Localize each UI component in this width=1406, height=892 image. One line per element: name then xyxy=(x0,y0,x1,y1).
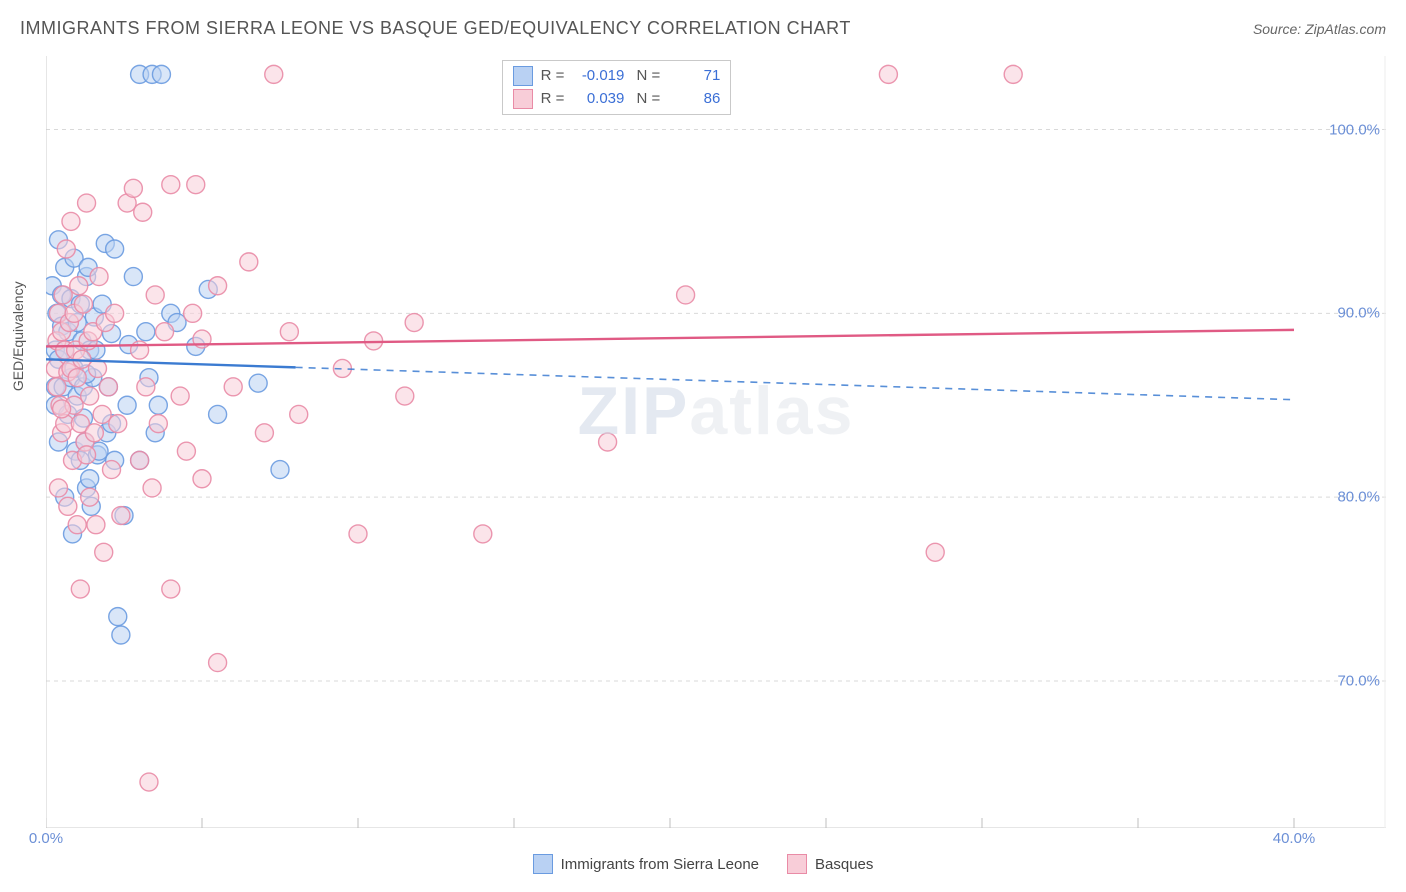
x-tick-label: 0.0% xyxy=(29,830,63,847)
x-tick-label: 40.0% xyxy=(1273,830,1316,847)
correlation-stats-box: R =-0.019 N =71 R =0.039 N =86 xyxy=(502,60,732,115)
plot-area: ZIPatlas R =-0.019 N =71 R =0.039 N =86 … xyxy=(46,56,1386,828)
swatch-series-a xyxy=(513,66,533,86)
swatch-series-a xyxy=(533,854,553,874)
scatter-plot xyxy=(46,56,1386,828)
chart-title: IMMIGRANTS FROM SIERRA LEONE VS BASQUE G… xyxy=(20,18,851,39)
y-tick-label: 70.0% xyxy=(1337,672,1380,689)
y-tick-label: 80.0% xyxy=(1337,489,1380,506)
y-tick-label: 90.0% xyxy=(1337,305,1380,322)
swatch-series-b xyxy=(513,89,533,109)
series-legend: Immigrants from Sierra Leone Basques xyxy=(0,854,1406,874)
legend-item-series-b: Basques xyxy=(787,854,873,874)
y-axis-label: GED/Equivalency xyxy=(10,281,26,391)
swatch-series-b xyxy=(787,854,807,874)
y-tick-label: 100.0% xyxy=(1329,121,1380,138)
legend-label-series-b: Basques xyxy=(815,856,873,873)
stats-row-series-a: R =-0.019 N =71 xyxy=(513,65,721,88)
legend-item-series-a: Immigrants from Sierra Leone xyxy=(533,854,759,874)
stats-row-series-b: R =0.039 N =86 xyxy=(513,88,721,111)
legend-label-series-a: Immigrants from Sierra Leone xyxy=(561,856,759,873)
x-tick-labels: 0.0%40.0% xyxy=(46,830,1386,848)
source-attribution: Source: ZipAtlas.com xyxy=(1253,21,1386,37)
